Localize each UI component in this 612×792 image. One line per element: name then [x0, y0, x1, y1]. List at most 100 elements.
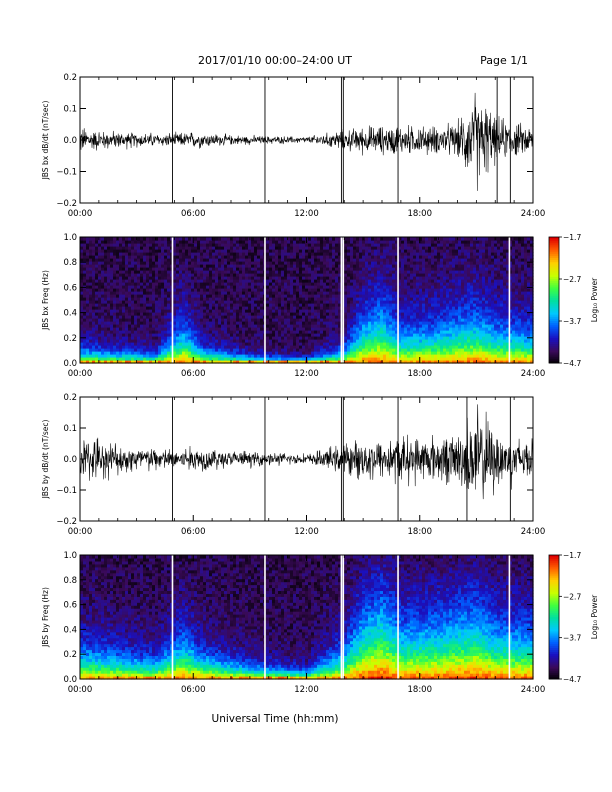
spectrogram-cell [182, 237, 186, 241]
spectrogram-cell [164, 240, 168, 244]
spectrogram-cell [152, 315, 156, 319]
spectrogram-cell [158, 279, 162, 283]
spectrogram-cell [119, 297, 123, 301]
spectrogram-cell [260, 309, 264, 313]
spectrogram-cell [122, 246, 126, 250]
spectrogram-cell [218, 255, 222, 259]
spectrogram-cell [176, 318, 180, 322]
spectrogram-cell [161, 351, 165, 355]
spectrogram-cell [131, 300, 135, 304]
spectrogram-cell [173, 309, 177, 313]
spectrogram-cell [164, 339, 168, 343]
spectrogram-cell [224, 270, 228, 274]
spectrogram-cell [257, 294, 261, 298]
x-tick-label: 12:00 [294, 209, 319, 219]
spectrogram-cell [260, 312, 264, 316]
spectrogram-cell [113, 276, 117, 280]
spectrogram-cell [173, 339, 177, 343]
spectrogram-cell [257, 342, 261, 346]
spectrogram-cell [95, 264, 99, 268]
spectrogram-cell [104, 261, 108, 265]
spectrogram-cell [158, 309, 162, 313]
spectrogram-cell [266, 336, 270, 340]
spectrogram-cell [140, 300, 144, 304]
spectrogram-cell [203, 267, 207, 271]
spectrogram-cell [272, 249, 276, 253]
spectrogram-cell [191, 324, 195, 328]
spectrogram-cell [272, 327, 276, 331]
spectrogram-cell [140, 282, 144, 286]
spectrogram-cell [80, 270, 84, 274]
spectrogram-cell [176, 309, 180, 313]
spectrogram-cell [173, 330, 177, 334]
spectrogram-cell [191, 273, 195, 277]
spectrogram-cell [89, 330, 93, 334]
spectrogram-cell [215, 282, 219, 286]
spectrogram-cell [101, 354, 105, 358]
spectrogram-cell [104, 336, 108, 340]
spectrogram-cell [182, 252, 186, 256]
spectrogram-cell [194, 360, 198, 364]
spectrogram-cell [272, 297, 276, 301]
spectrogram-cell [269, 318, 273, 322]
spectrogram-cell [125, 309, 129, 313]
spectrogram-cell [188, 330, 192, 334]
spectrogram-cell [98, 246, 102, 250]
spectrogram-cell [104, 324, 108, 328]
spectrogram-cell [98, 240, 102, 244]
spectrogram-cell [236, 360, 240, 364]
spectrogram-cell [194, 318, 198, 322]
spectrogram-cell [98, 282, 102, 286]
spectrogram-cell [188, 282, 192, 286]
spectrogram-cell [185, 252, 189, 256]
spectrogram-cell [116, 333, 120, 337]
spectrogram-cell [146, 303, 150, 307]
spectrogram-cell [215, 351, 219, 355]
spectrogram-cell [152, 342, 156, 346]
spectrogram-cell [110, 240, 114, 244]
spectrogram-cell [176, 306, 180, 310]
spectrogram-cell [92, 288, 96, 292]
spectrogram-cell [134, 249, 138, 253]
spectrogram-cell [122, 357, 126, 361]
spectrogram-cell [254, 261, 258, 265]
spectrogram-cell [143, 300, 147, 304]
spectrogram-cell [161, 246, 165, 250]
spectrogram-cell [203, 339, 207, 343]
spectrogram-cell [254, 324, 258, 328]
spectrogram-cell [233, 264, 237, 268]
spectrogram-cell [98, 297, 102, 301]
spectrogram-cell [269, 354, 273, 358]
spectrogram-cell [80, 348, 84, 352]
spectrogram-cell [95, 345, 99, 349]
spectrogram-cell [104, 327, 108, 331]
spectrogram-cell [269, 336, 273, 340]
spectrogram-cell [257, 360, 261, 364]
spectrogram-cell [245, 261, 249, 265]
spectrogram-cell [206, 249, 210, 253]
spectrogram-cell [245, 312, 249, 316]
spectrogram-cell [179, 357, 183, 361]
spectrogram-cell [251, 273, 255, 277]
spectrogram-cell [236, 297, 240, 301]
spectrogram-cell [152, 327, 156, 331]
spectrogram-cell [146, 270, 150, 274]
spectrogram-cell [266, 339, 270, 343]
spectrogram-cell [185, 273, 189, 277]
spectrogram-cell [101, 300, 105, 304]
spectrogram-cell [128, 327, 132, 331]
spectrogram-cell [218, 276, 222, 280]
spectrogram-cell [188, 345, 192, 349]
spectrogram-cell [254, 336, 258, 340]
spectrogram-cell [251, 318, 255, 322]
spectrogram-cell [200, 252, 204, 256]
spectrogram-cell [110, 339, 114, 343]
spectrogram-cell [200, 354, 204, 358]
spectrogram-cell [122, 327, 126, 331]
spectrogram-cell [266, 240, 270, 244]
spectrogram-cell [98, 273, 102, 277]
spectrogram-cell [137, 261, 141, 265]
spectrogram-cell [155, 252, 159, 256]
spectrogram-cell [83, 324, 87, 328]
spectrogram-cell [137, 324, 141, 328]
